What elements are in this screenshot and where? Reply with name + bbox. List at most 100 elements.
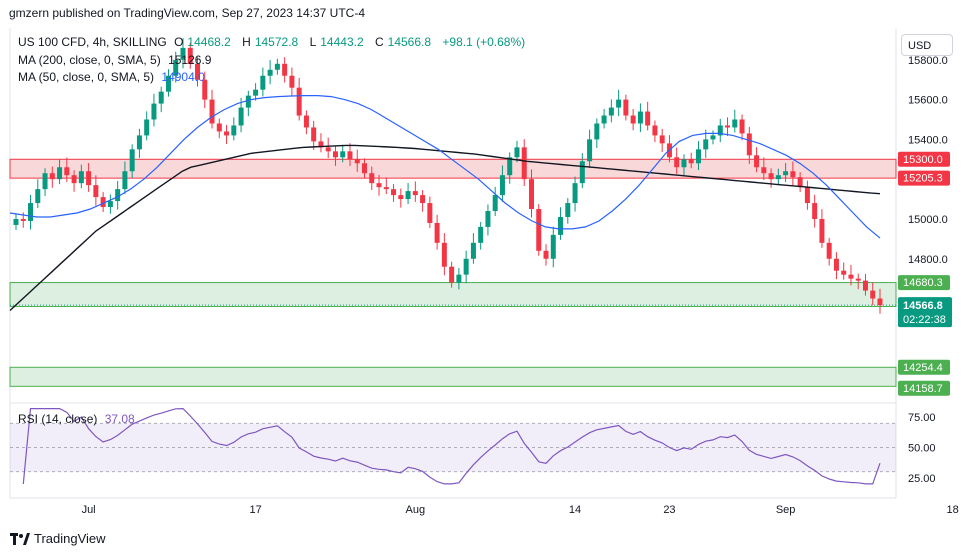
legend-rsi: RSI (14, close) 37.08	[18, 412, 139, 426]
ma200-line	[9, 144, 881, 312]
candle	[507, 152, 513, 184]
candle-body	[303, 115, 309, 128]
candle-body	[129, 149, 135, 172]
candle	[470, 233, 476, 264]
candle	[180, 38, 186, 69]
zone-bottom-price-tag-bg	[898, 170, 950, 186]
candle	[296, 77, 302, 121]
countdown-text: 02:22:38	[903, 314, 946, 326]
zone-top-price-tag: 15300.0	[898, 151, 950, 167]
candle-body	[267, 69, 273, 76]
candle-body	[151, 103, 157, 120]
candle-body	[565, 203, 571, 217]
candle-body	[550, 234, 556, 259]
candle	[441, 233, 447, 276]
candle	[543, 244, 549, 266]
candle-body	[209, 99, 215, 124]
candle-body	[398, 195, 404, 200]
candle	[332, 146, 338, 166]
candle-body	[572, 183, 578, 204]
candle-body	[768, 173, 774, 180]
candle-body	[659, 135, 665, 144]
close-value: 14566.8	[387, 35, 432, 49]
candle	[565, 198, 571, 224]
symbol-label: US 100 CFD, 4h, SKILLING	[18, 35, 167, 49]
candle	[202, 71, 208, 109]
candle-body	[347, 151, 353, 160]
candle	[28, 194, 34, 230]
zone-bottom-price-tag: 14158.7	[898, 380, 950, 396]
candle-body	[238, 107, 244, 126]
candle-body	[507, 157, 513, 176]
rsi-tick-label: 25.00	[908, 473, 936, 485]
candle-body	[216, 123, 222, 132]
candle-body	[180, 47, 186, 60]
candle	[623, 94, 629, 121]
candle	[325, 137, 331, 159]
price-tick-label: 15600.0	[908, 95, 948, 107]
candle-body	[420, 195, 426, 204]
candle-body	[521, 147, 527, 180]
candle	[354, 149, 360, 172]
candle-body	[107, 201, 113, 208]
candle	[282, 57, 288, 83]
legend-ma200: MA (200, close, 0, SMA, 5) 15126.9	[18, 53, 215, 67]
candle	[93, 175, 99, 206]
candle	[514, 140, 520, 163]
candle	[783, 163, 789, 182]
zone-bottom-price-tag: 15205.3	[898, 170, 950, 186]
candle-body	[695, 149, 701, 164]
candle-body	[165, 75, 171, 92]
candle	[833, 252, 839, 280]
candle-body	[681, 159, 687, 168]
candle-body	[514, 147, 520, 158]
candle	[347, 143, 353, 167]
candle	[746, 126, 752, 164]
candle-body	[775, 175, 781, 180]
candle	[819, 209, 825, 248]
candle-body	[485, 211, 491, 227]
candle-body	[391, 189, 397, 196]
candle-body	[841, 270, 847, 275]
low-value: 14443.2	[320, 35, 364, 49]
candle-body	[412, 191, 418, 196]
rsi-line	[22, 407, 881, 485]
zone-bottom-price-tag-text: 15205.3	[903, 173, 943, 185]
candle	[659, 128, 665, 152]
high-label: H	[242, 35, 251, 49]
candle	[652, 120, 658, 143]
candle-body	[100, 197, 106, 208]
candle	[13, 213, 19, 230]
candle-body	[405, 191, 411, 200]
candle	[877, 288, 883, 314]
candle-body	[652, 125, 658, 136]
candle-body	[579, 161, 585, 184]
candle	[369, 166, 375, 190]
candle	[362, 158, 368, 179]
candle	[732, 109, 738, 133]
rsi-tick-label: 50.00	[908, 443, 936, 455]
low-label: L	[309, 35, 317, 49]
change-value: +98.1 (+0.68%)	[442, 35, 526, 49]
candle-body	[115, 189, 121, 202]
candle	[456, 268, 462, 290]
candle	[797, 172, 803, 193]
candle-body	[833, 258, 839, 271]
candle-body	[543, 250, 549, 259]
candle-body	[674, 157, 680, 168]
candle	[630, 108, 636, 131]
candle-body	[819, 218, 825, 243]
candle	[703, 129, 709, 158]
time-tick-label: Sep	[776, 504, 796, 516]
currency-button[interactable]: USD	[901, 34, 953, 56]
zone-top-price-tag-text: 14254.4	[903, 362, 943, 374]
candle-body	[187, 47, 193, 64]
candle	[558, 207, 564, 240]
candle	[115, 180, 121, 210]
ma50-line	[9, 94, 881, 239]
candle-body	[369, 173, 375, 184]
candle	[862, 274, 868, 296]
candle-body	[855, 278, 861, 281]
candle-body	[71, 175, 77, 184]
